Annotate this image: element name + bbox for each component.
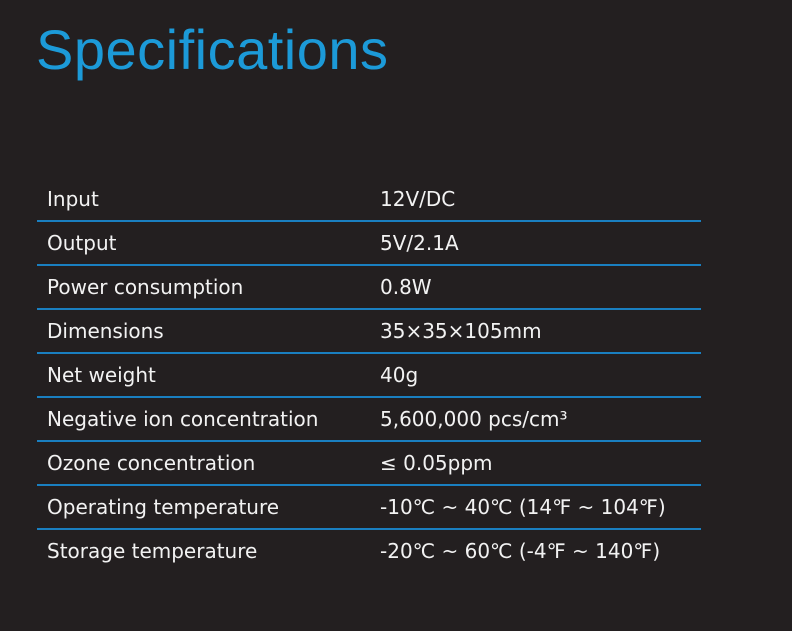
table-row: Net weight 40g: [37, 353, 701, 398]
page-title: Specifications: [36, 18, 389, 81]
spec-value: -20℃ ~ 60℃ (-4℉ ~ 140℉): [380, 539, 661, 563]
spec-value: 12V/DC: [380, 187, 456, 211]
spec-value: 5,600,000 pcs/cm³: [380, 407, 568, 431]
spec-label: Negative ion concentration: [47, 407, 319, 431]
spec-label: Storage temperature: [47, 539, 258, 563]
spec-value: 0.8W: [380, 275, 432, 299]
row-separator: [37, 352, 701, 354]
table-row: Ozone concentration ≤ 0.05ppm: [37, 441, 701, 486]
spec-label: Input: [47, 187, 99, 211]
table-row: Output 5V/2.1A: [37, 221, 701, 266]
spec-label: Ozone concentration: [47, 451, 256, 475]
row-separator: [37, 308, 701, 310]
table-row: Operating temperature -10℃ ~ 40℃ (14℉ ~ 1…: [37, 485, 701, 530]
row-separator: [37, 264, 701, 266]
spec-label: Dimensions: [47, 319, 164, 343]
row-separator: [37, 440, 701, 442]
table-row: Power consumption 0.8W: [37, 265, 701, 310]
spec-label: Operating temperature: [47, 495, 280, 519]
spec-value: -10℃ ~ 40℃ (14℉ ~ 104℉): [380, 495, 666, 519]
spec-label: Net weight: [47, 363, 156, 387]
spec-label: Output: [47, 231, 117, 255]
row-separator: [37, 528, 701, 530]
row-separator: [37, 484, 701, 486]
spec-label: Power consumption: [47, 275, 244, 299]
spec-value: ≤ 0.05ppm: [380, 451, 493, 475]
spec-value: 40g: [380, 363, 419, 387]
table-row: Negative ion concentration 5,600,000 pcs/…: [37, 397, 701, 442]
spec-value: 35×35×105mm: [380, 319, 542, 343]
row-separator: [37, 220, 701, 222]
row-separator: [37, 396, 701, 398]
table-row: Storage temperature -20℃ ~ 60℃ (-4℉ ~ 140…: [37, 529, 701, 573]
table-row: Input 12V/DC: [37, 177, 701, 222]
spec-value: 5V/2.1A: [380, 231, 459, 255]
table-row: Dimensions 35×35×105mm: [37, 309, 701, 354]
